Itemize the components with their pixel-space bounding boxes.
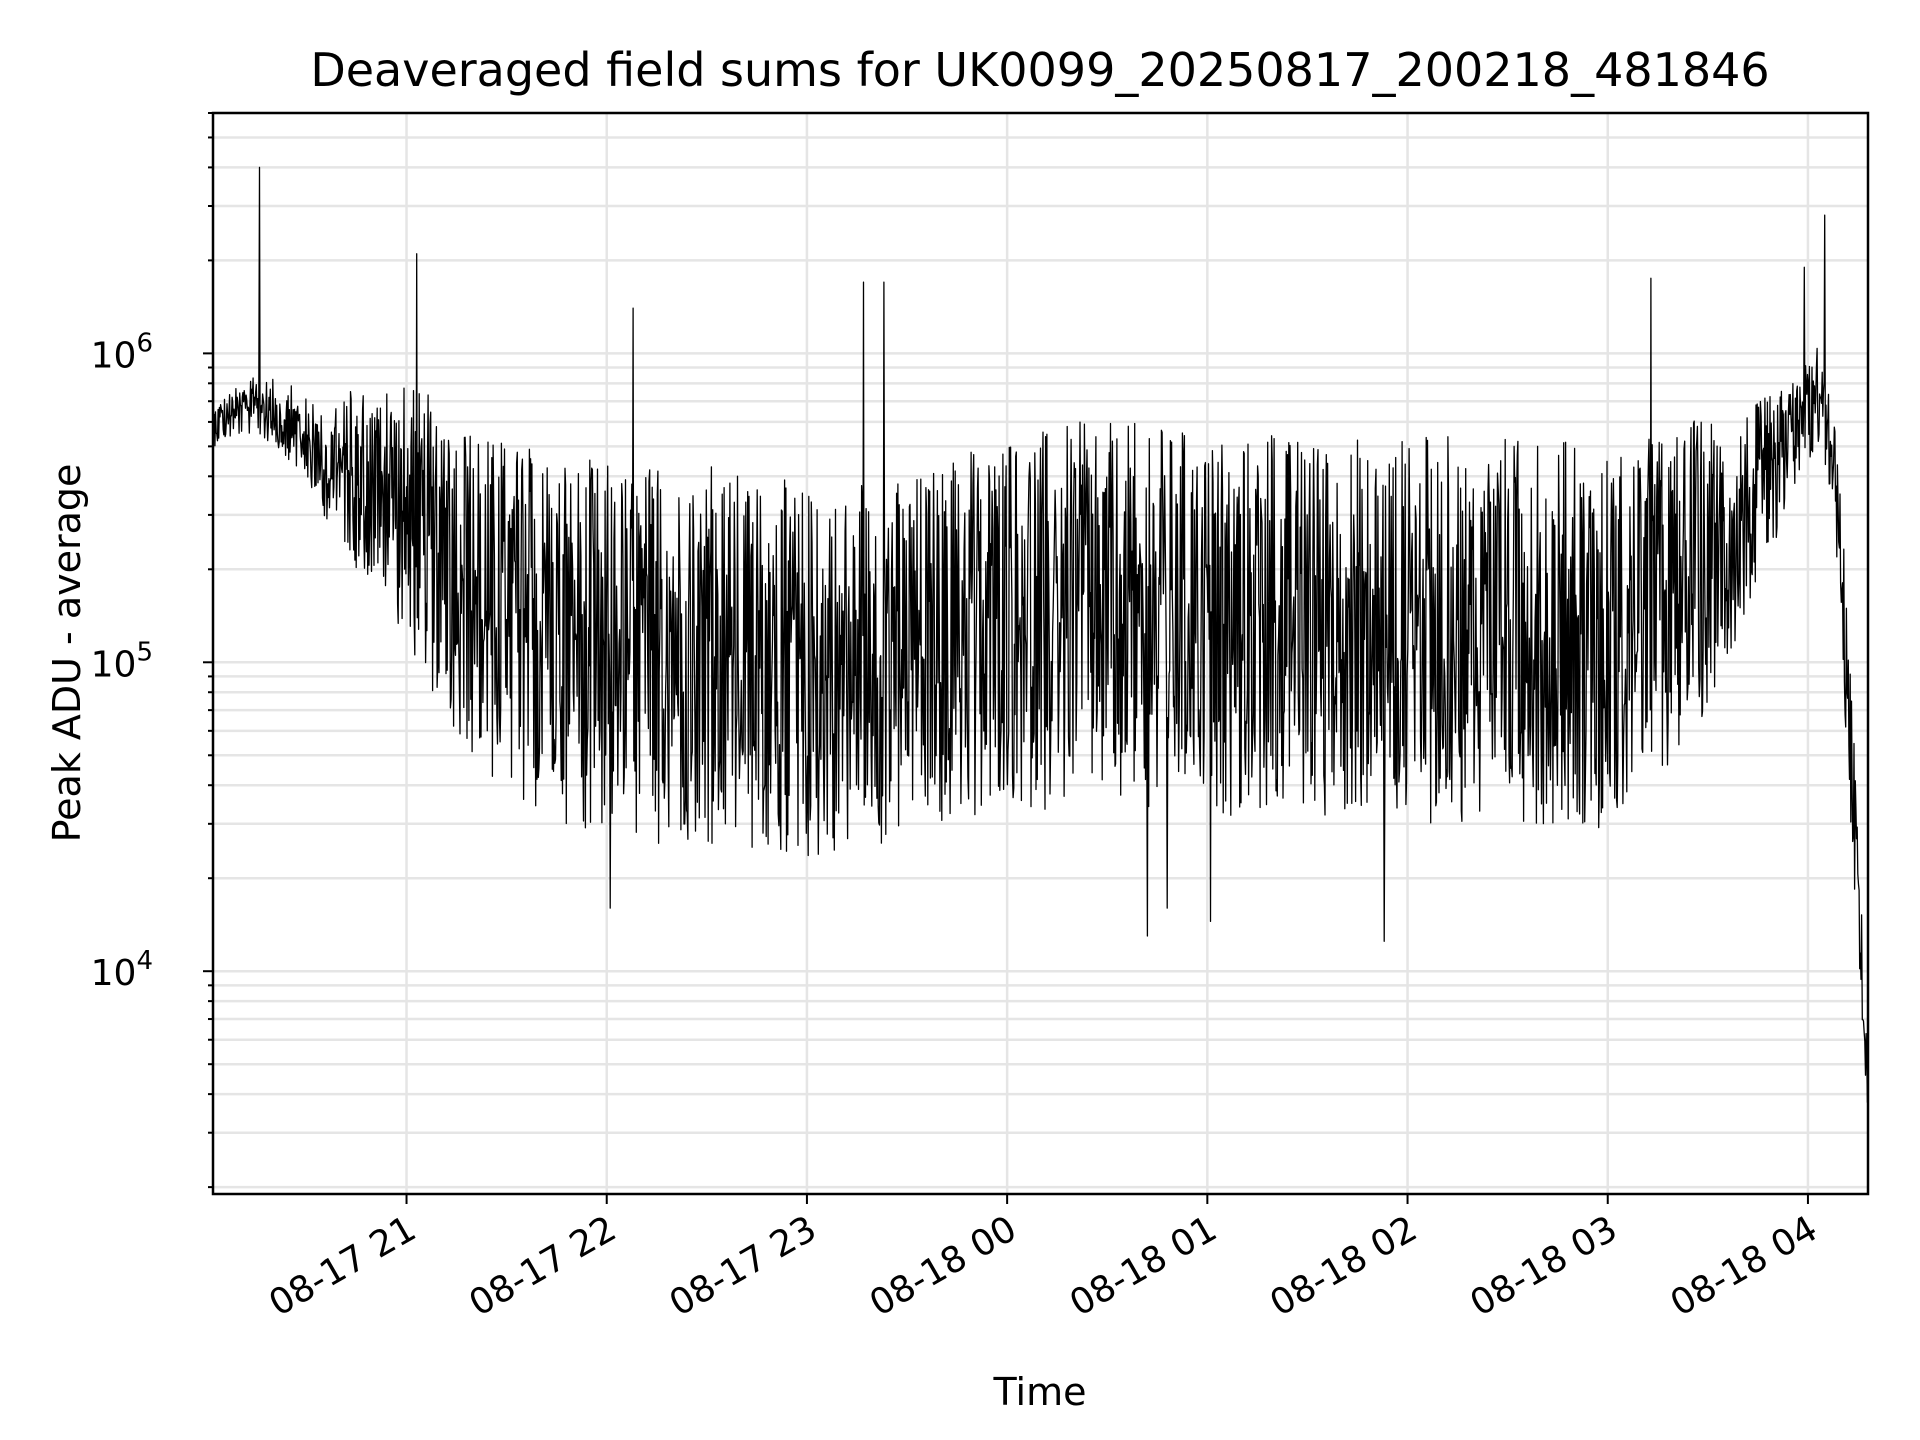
plot-area (212, 166, 1869, 1103)
y-tick-base: 10 (91, 644, 137, 685)
y-tick-base: 10 (91, 953, 137, 994)
y-tick-exponent: 6 (136, 328, 153, 358)
axes-frame (211, 111, 1870, 1196)
y-axis-label: Peak ADU - average (45, 464, 89, 843)
y-tick-label: 105 (91, 637, 153, 685)
chart-title: Deaveraged field sums for UK0099_2025081… (310, 43, 1769, 97)
y-tick-exponent: 4 (136, 946, 153, 976)
y-tick-label: 106 (91, 328, 153, 376)
series-line (212, 166, 1869, 1103)
y-tick-exponent: 5 (136, 637, 153, 667)
y-tick-label: 104 (91, 946, 153, 994)
y-tick-base: 10 (91, 335, 137, 376)
x-axis-label: Time (993, 1370, 1087, 1414)
